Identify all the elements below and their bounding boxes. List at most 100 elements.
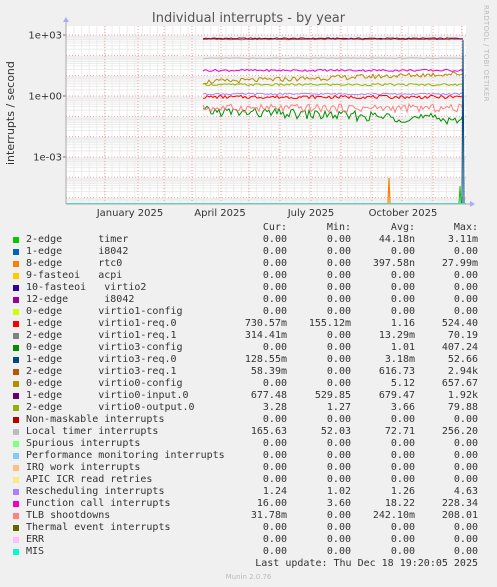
- legend-cur-value: 0.00: [262, 450, 287, 461]
- legend-swatch: [13, 417, 19, 423]
- legend-swatch: [13, 405, 19, 411]
- legend-min-value: 0.00: [326, 522, 351, 533]
- legend-max-value: 0.00: [453, 462, 478, 473]
- legend-avg-value: 44.18n: [378, 234, 415, 245]
- x-tick-label: October 2025: [369, 208, 438, 219]
- col-avg: Avg:: [390, 222, 415, 233]
- legend-min-value: 1.02: [326, 486, 351, 497]
- legend-series-name: Function call interrupts: [26, 498, 171, 509]
- legend-series-name: Local timer interrupts: [26, 426, 159, 437]
- legend-row: 0-edge virtio1-config 0.00 0.00 0.00 0.00: [0, 306, 497, 318]
- legend-max-value: 657.67: [441, 378, 478, 389]
- series-line: [458, 185, 462, 204]
- legend-min-value: 0.00: [326, 270, 351, 281]
- legend-min-value: 0.00: [326, 234, 351, 245]
- legend-cur-value: 0.00: [262, 462, 287, 473]
- chart-plot: 1e+03 1e+00 1e-03 January 2025 April 2025 Ju…: [28, 17, 475, 219]
- legend-cur-value: 0.00: [262, 378, 287, 389]
- legend-row: Spurious interrupts 0.00 0.00 0.00 0.00: [0, 438, 497, 450]
- legend-swatch: [13, 369, 19, 375]
- legend-series-name: 2-edge virtio0-output.0: [26, 402, 195, 413]
- legend-series-name: 2-edge virtio3-req.1: [26, 366, 177, 377]
- legend-series-name: MIS: [26, 546, 45, 557]
- legend-swatch: [13, 513, 19, 519]
- legend-swatch: [13, 501, 19, 507]
- legend-series-name: 0-edge virtio0-config: [26, 378, 183, 389]
- legend-series-name: Performance monitoring interrupts: [26, 450, 225, 461]
- legend-row: APIC ICR read retries 0.00 0.00 0.00 0.00: [0, 474, 497, 486]
- legend-min-value: 0.00: [326, 330, 351, 341]
- legend-avg-value: 616.73: [378, 366, 415, 377]
- legend-min-value: 0.00: [326, 546, 351, 557]
- legend-series-name: 10-fasteoi virtio2: [26, 282, 147, 293]
- series-line: [202, 92, 464, 96]
- legend-min-value: 0.00: [326, 342, 351, 353]
- legend-row: Performance monitoring interrupts 0.00 0.0…: [0, 450, 497, 462]
- legend-max-value: 0.00: [453, 546, 478, 557]
- legend-series-name: TLB shootdowns: [26, 510, 111, 521]
- legend-avg-value: 3.18m: [384, 354, 415, 365]
- legend-cur-value: 0.00: [262, 474, 287, 485]
- legend-avg-value: 0.00: [390, 438, 415, 449]
- legend-swatch: [13, 429, 19, 435]
- legend-min-value: 155.12m: [308, 318, 351, 329]
- legend-swatch: [13, 381, 19, 387]
- series-line: [202, 105, 464, 126]
- legend-min-value: 3.60: [326, 498, 351, 509]
- legend-row: Non-maskable interrupts 0.00 0.00 0.00 0.00: [0, 414, 497, 426]
- legend-avg-value: 679.47: [378, 390, 415, 401]
- legend-max-value: 0.00: [453, 294, 478, 305]
- legend-cur-value: 0.00: [262, 522, 287, 533]
- legend-min-value: 0.00: [326, 534, 351, 545]
- legend-swatch: [13, 357, 19, 363]
- legend-min-value: 0.00: [326, 354, 351, 365]
- legend-row: 2-edge virtio0-output.0 3.28 1.27 3.66 79.88: [0, 402, 497, 414]
- legend-series-name: 0-edge virtio1-config: [26, 306, 183, 317]
- series-line: [202, 71, 464, 85]
- legend-min-value: 0.00: [326, 366, 351, 377]
- legend-avg-value: 3.66: [390, 402, 415, 413]
- legend-min-value: 529.85: [314, 390, 351, 401]
- legend-cur-value: 0.00: [262, 258, 287, 269]
- legend-cur-value: 128.55m: [244, 354, 287, 365]
- legend-cur-value: 0.00: [262, 546, 287, 557]
- legend-cur-value: 3.28: [262, 402, 287, 413]
- col-cur: Cur:: [262, 222, 287, 233]
- rrdtool-watermark: RRDTOOL / TOBI OETIKER: [482, 5, 490, 102]
- legend-max-value: 0.00: [453, 306, 478, 317]
- legend-row: Thermal event interrupts 0.00 0.00 0.00 0.00: [0, 522, 497, 534]
- legend-avg-value: 1.26: [390, 486, 415, 497]
- legend-cur-value: 31.78m: [250, 510, 287, 521]
- legend-cur-value: 0.00: [262, 534, 287, 545]
- legend-swatch: [13, 393, 19, 399]
- legend-series-name: 1-edge virtio0-input.0: [26, 390, 189, 401]
- legend-swatch: [13, 453, 19, 459]
- series-line: [202, 83, 464, 87]
- legend-avg-value: 72.71: [384, 426, 415, 437]
- legend-row: Rescheduling interrupts 1.24 1.02 1.26 4.63: [0, 486, 497, 498]
- legend-series-name: 8-edge rtc0: [26, 258, 123, 269]
- legend-max-value: 3.11m: [447, 234, 478, 245]
- legend-series-name: 12-edge i8042: [26, 294, 135, 305]
- legend-series-name: ERR: [26, 534, 45, 545]
- series-line: [202, 94, 464, 100]
- legend-max-value: 0.00: [453, 414, 478, 425]
- legend-swatch: [13, 261, 19, 267]
- legend-avg-value: 1.16: [390, 318, 415, 329]
- legend-max-value: 228.34: [441, 498, 478, 509]
- legend-series-name: IRQ work interrupts: [26, 462, 141, 473]
- y-tick-labels: 1e+03 1e+00 1e-03: [28, 31, 62, 164]
- legend-avg-value: 0.00: [390, 462, 415, 473]
- munin-footer: Munin 2.0.76: [225, 573, 272, 581]
- legend-min-value: 0.00: [326, 414, 351, 425]
- legend-avg-value: 1.01: [390, 342, 415, 353]
- legend-cur-value: 165.63: [250, 426, 287, 437]
- legend-max-value: 0.00: [453, 270, 478, 281]
- series-line: [202, 68, 464, 73]
- legend-series-name: Rescheduling interrupts: [26, 486, 165, 497]
- legend-row: TLB shootdowns 31.78m 0.00 242.10m 208.01: [0, 510, 497, 522]
- series-line: [387, 177, 391, 204]
- legend-cur-value: 0.00: [262, 414, 287, 425]
- legend-avg-value: 0.00: [390, 474, 415, 485]
- legend-series-name: Non-maskable interrupts: [26, 414, 165, 425]
